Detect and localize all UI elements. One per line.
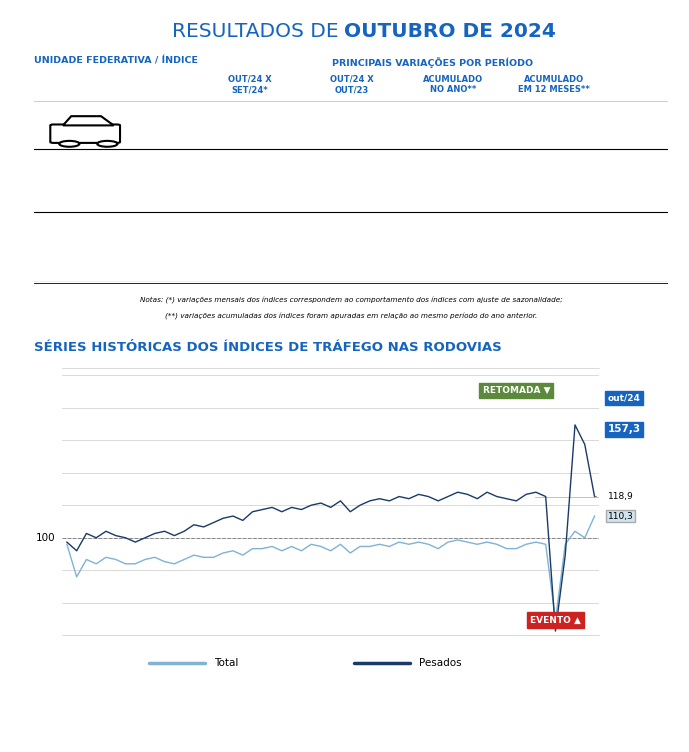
FancyBboxPatch shape (50, 125, 120, 143)
Text: (**) variações acumuladas dos índices foram apuradas em relação ao mesmo período: (**) variações acumuladas dos índices fo… (165, 313, 537, 320)
Text: Total: Total (214, 658, 238, 668)
Text: EVENTO ▲: EVENTO ▲ (530, 616, 581, 625)
Text: Notas: (*) variações mensais dos índices correspondem ao comportamento dos índic: Notas: (*) variações mensais dos índices… (140, 297, 563, 304)
Circle shape (59, 141, 79, 147)
Text: OUTUBRO DE 2024: OUTUBRO DE 2024 (344, 23, 557, 41)
Text: OUT/24 X
OUT/23: OUT/24 X OUT/23 (329, 74, 373, 94)
Text: 110,3: 110,3 (608, 511, 633, 520)
Text: ACUMULADO
NO ANO**: ACUMULADO NO ANO** (423, 74, 483, 94)
Text: SÉRIES HISTÓRICAS DOS ÍNDICES DE TRÁFEGO NAS RODOVIAS: SÉRIES HISTÓRICAS DOS ÍNDICES DE TRÁFEGO… (34, 341, 502, 354)
Text: 118,9: 118,9 (608, 493, 633, 502)
Text: UNIDADE FEDERATIVA / ÍNDICE: UNIDADE FEDERATIVA / ÍNDICE (34, 56, 198, 65)
Text: PRINCIPAIS VARIAÇÕES POR PERÍODO: PRINCIPAIS VARIAÇÕES POR PERÍODO (332, 56, 533, 68)
Text: RETOMADA ▼: RETOMADA ▼ (482, 386, 550, 395)
Text: Pesados: Pesados (419, 658, 462, 668)
Text: RESULTADOS DE: RESULTADOS DE (172, 23, 344, 41)
Text: 100: 100 (36, 532, 55, 543)
Text: 157,3: 157,3 (608, 424, 641, 434)
Polygon shape (63, 116, 114, 126)
Circle shape (97, 141, 118, 147)
Text: ACUMULADO
EM 12 MESES**: ACUMULADO EM 12 MESES** (518, 74, 590, 94)
Text: OUT/24 X
SET/24*: OUT/24 X SET/24* (228, 74, 272, 94)
Text: out/24: out/24 (608, 393, 641, 402)
